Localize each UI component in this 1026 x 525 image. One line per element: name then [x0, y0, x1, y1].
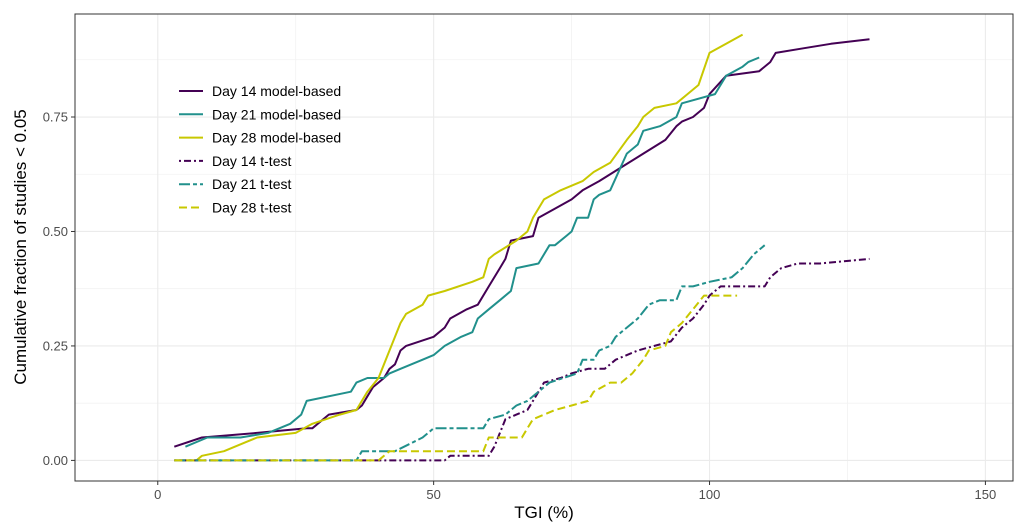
plot-panel-border — [74, 13, 1014, 482]
y-tick-label: 0.50 — [43, 224, 68, 239]
series-line-6 — [174, 294, 738, 462]
legend-label-1: Day 14 model-based — [212, 83, 341, 99]
legend: Day 14 model-based Day 21 model-based Day … — [179, 83, 341, 216]
series-line-2 — [185, 56, 760, 448]
y-axis-title: Cumulative fraction of studies < 0.05 — [11, 109, 30, 384]
y-tick-label: 0.75 — [43, 110, 68, 125]
series-line-1 — [173, 38, 870, 448]
x-tick-label: 100 — [699, 487, 721, 502]
major-gridlines — [75, 14, 1013, 481]
series-line-3 — [174, 33, 744, 462]
legend-label-3: Day 28 model-based — [212, 130, 341, 146]
minor-gridlines — [75, 14, 1013, 481]
series-line-4 — [174, 257, 870, 462]
x-tick-label: 150 — [975, 487, 997, 502]
y-tick-label: 0.25 — [43, 338, 68, 353]
series-line-5 — [174, 244, 766, 462]
legend-label-5: Day 21 t-test — [212, 176, 291, 192]
y-axis: 0.00 0.25 0.50 0.75 — [43, 110, 75, 468]
x-tick-label: 0 — [154, 487, 161, 502]
x-axis: 0 50 100 150 — [154, 481, 996, 502]
legend-label-4: Day 14 t-test — [212, 153, 291, 169]
legend-label-2: Day 21 model-based — [212, 106, 341, 122]
legend-label-6: Day 28 t-test — [212, 200, 291, 216]
series-lines — [173, 33, 870, 462]
x-tick-label: 50 — [426, 487, 440, 502]
y-tick-label: 0.00 — [43, 453, 68, 468]
x-axis-title: TGI (%) — [514, 503, 574, 522]
